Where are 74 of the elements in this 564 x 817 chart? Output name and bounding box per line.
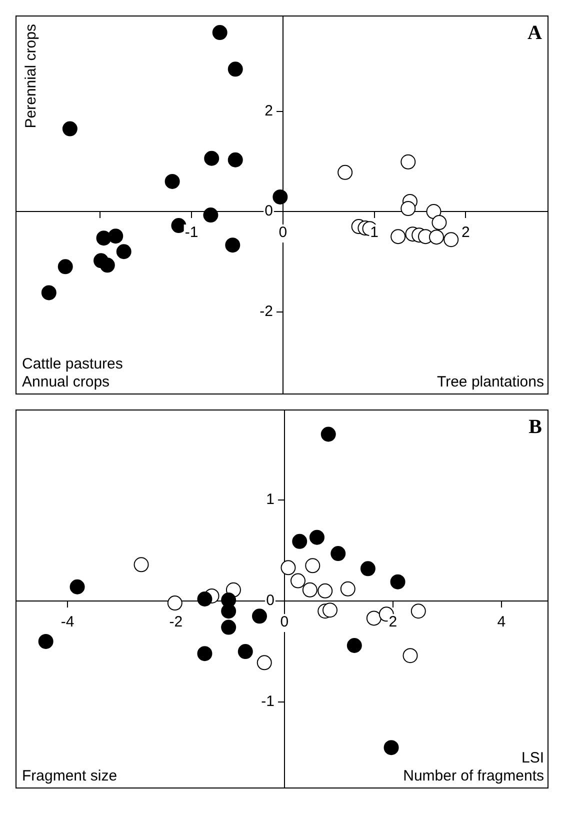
point [390, 229, 406, 244]
x-tick-label: -1 [184, 224, 198, 242]
annotation: Perennial crops [22, 24, 40, 128]
point [134, 557, 149, 572]
point [280, 560, 296, 576]
point [428, 230, 444, 245]
point [197, 592, 212, 606]
x-tick-label: -2 [169, 614, 183, 631]
point [290, 573, 306, 588]
point [41, 285, 56, 300]
point [320, 426, 336, 442]
point [346, 638, 362, 653]
point [400, 154, 416, 170]
y-tick-label: 0 [264, 202, 273, 220]
point [432, 215, 447, 230]
point [164, 174, 180, 189]
point [228, 152, 243, 168]
point [366, 610, 382, 626]
point [171, 218, 186, 234]
point [305, 558, 320, 574]
point [212, 25, 228, 40]
point [338, 164, 353, 180]
annotation: LSI Number of fragments [403, 750, 544, 785]
point [204, 150, 220, 166]
annotation: Fragment size [22, 768, 118, 785]
point [221, 620, 236, 635]
y-tick-label: -2 [260, 302, 273, 320]
x-tick-label: -4 [60, 614, 74, 631]
point [108, 228, 124, 244]
point [58, 259, 73, 274]
x-tick-label: 0 [280, 614, 289, 631]
point [256, 655, 272, 670]
point [330, 546, 346, 562]
point [302, 582, 318, 598]
x-tick-label: 0 [278, 224, 288, 242]
point [390, 574, 406, 590]
y-tick-label: 1 [266, 491, 274, 508]
point [221, 604, 236, 619]
point [272, 189, 288, 204]
point [292, 534, 308, 549]
x-tick-label: 1 [370, 224, 378, 242]
point [444, 232, 459, 248]
point [340, 581, 356, 596]
chart-title: A [528, 22, 543, 44]
point [116, 244, 132, 260]
y-tick-label: 2 [264, 102, 273, 120]
point [225, 238, 240, 253]
point [400, 201, 416, 216]
point [203, 208, 218, 223]
point [252, 608, 267, 624]
y-tick-label: -1 [261, 693, 274, 710]
point [70, 579, 85, 594]
y-tick-label: 0 [266, 592, 274, 610]
point [238, 644, 253, 660]
point [38, 634, 54, 649]
point [309, 530, 324, 545]
point [167, 596, 182, 611]
point [410, 604, 426, 619]
point [322, 602, 338, 618]
point [318, 583, 333, 598]
point [228, 62, 243, 77]
x-tick-label: 2 [462, 224, 470, 242]
x-tick-label: 2 [388, 614, 398, 631]
chart-title: B [528, 416, 542, 438]
point [62, 121, 78, 136]
point [360, 561, 376, 576]
point [384, 740, 399, 756]
point [197, 646, 212, 662]
annotation: Cattle pastures Annual crops [22, 356, 123, 391]
point [426, 204, 442, 220]
point [100, 258, 115, 273]
point [402, 648, 418, 664]
x-tick-label: 4 [497, 614, 506, 631]
annotation: Tree plantations [436, 374, 544, 391]
